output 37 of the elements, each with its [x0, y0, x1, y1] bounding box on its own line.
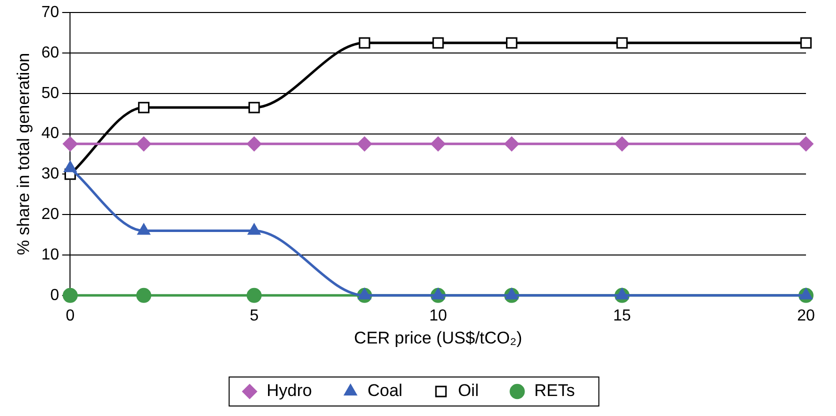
- x-tick-label: 10: [429, 307, 448, 324]
- y-tick-label: 60: [41, 44, 60, 62]
- point: [136, 288, 152, 303]
- y-tick-label: 30: [41, 166, 60, 183]
- x-tick-label: 0: [66, 307, 75, 324]
- point: [800, 37, 812, 49]
- legend-label: Oil: [458, 381, 479, 400]
- x-tick-label: 5: [250, 307, 259, 324]
- point: [62, 288, 78, 303]
- point: [430, 136, 446, 152]
- x-axis-title: CER price (US$/tCO₂): [354, 328, 522, 348]
- legend-label: RETs: [534, 381, 575, 400]
- y-axis-title: % share in total generation: [14, 52, 33, 256]
- point: [136, 136, 152, 152]
- x-tick-label: 20: [797, 307, 815, 324]
- point: [616, 37, 628, 49]
- point: [358, 37, 370, 49]
- point: [248, 102, 260, 114]
- point: [246, 288, 262, 303]
- y-tick-label: 40: [41, 125, 60, 142]
- point: [506, 37, 518, 49]
- point: [138, 102, 150, 114]
- point: [798, 136, 814, 152]
- y-tick-label: 20: [41, 206, 60, 224]
- legend-label: Coal: [367, 381, 402, 400]
- y-tick-label: 10: [41, 246, 60, 264]
- point: [432, 37, 444, 49]
- x-tick-label: 15: [613, 307, 632, 324]
- point: [504, 136, 520, 152]
- point: [357, 136, 372, 152]
- y-tick-label: 0: [50, 286, 60, 304]
- point: [246, 136, 262, 152]
- legend-label: Hydro: [266, 381, 312, 400]
- point: [614, 136, 630, 152]
- y-tick-label: 50: [41, 84, 60, 102]
- y-tick-label: 70: [41, 4, 60, 22]
- point: [62, 136, 78, 152]
